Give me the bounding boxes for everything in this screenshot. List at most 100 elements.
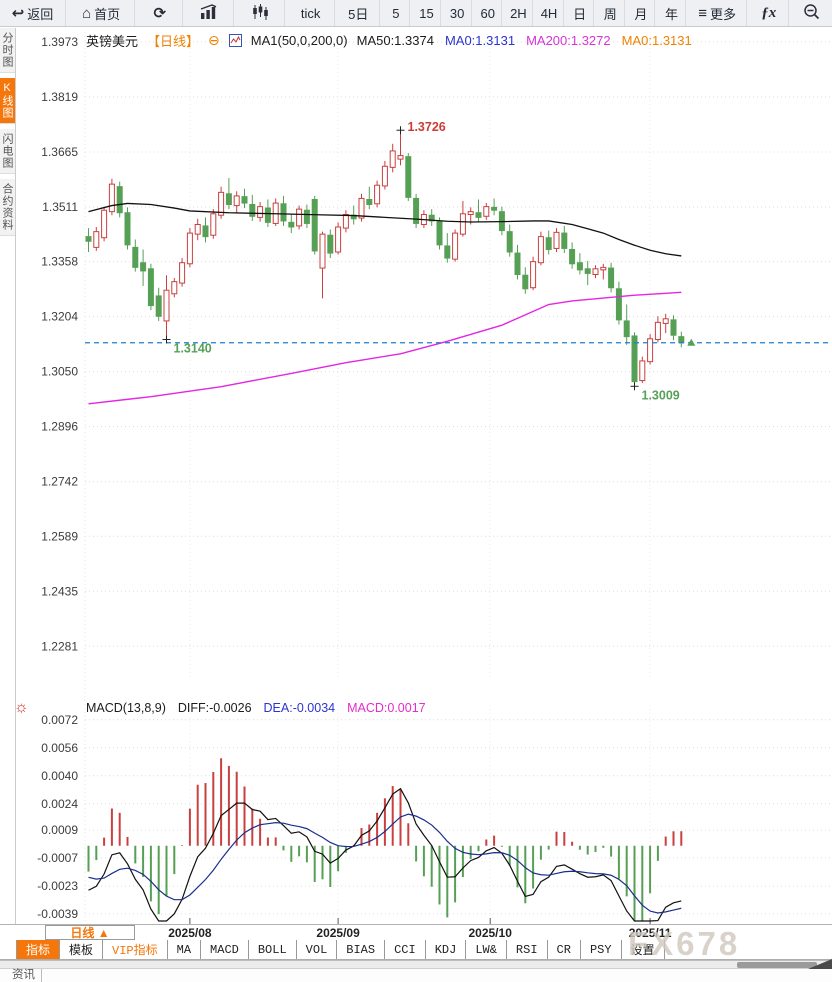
indicator-tab-CR[interactable]: CR — [548, 940, 581, 959]
x-axis-label-0: 2025/08 — [168, 926, 212, 940]
candlestick-button[interactable] — [237, 0, 285, 26]
timeframe-30[interactable]: 30 — [444, 0, 472, 26]
resize-corner-icon[interactable] — [808, 959, 832, 969]
candle — [615, 281, 622, 325]
candle — [186, 228, 193, 268]
news-tab[interactable]: 资讯 — [6, 969, 42, 982]
menu-icon: ≡ — [698, 4, 707, 22]
price-annotation: 1.3140 — [174, 342, 212, 356]
candlestick-icon — [252, 3, 269, 23]
svg-text:1.3204: 1.3204 — [41, 310, 78, 324]
candle — [335, 222, 342, 255]
indicator-tab-VOL[interactable]: VOL — [297, 940, 338, 959]
candle — [179, 258, 186, 287]
timeframe-day[interactable]: 日 — [566, 0, 595, 26]
timeframe-5day[interactable]: 5日 — [338, 0, 380, 26]
ma-value-3: MA0:1.3131 — [621, 33, 692, 48]
svg-text:1.2589: 1.2589 — [41, 529, 78, 543]
indicator-settings-icon[interactable]: ☼ — [14, 699, 29, 716]
sidebar-tab-1[interactable]: K线图 — [0, 78, 15, 124]
back-icon: ↩ — [11, 4, 25, 22]
x-axis-label-3: 2025/11 — [628, 926, 672, 940]
candle — [225, 178, 232, 210]
bar-chart-button[interactable] — [186, 0, 234, 26]
sidebar-tab-0[interactable]: 分时图 — [0, 28, 15, 73]
timeframe-2h[interactable]: 2H — [505, 0, 533, 26]
symbol-name: 英镑美元 — [86, 34, 139, 49]
timeframe-5[interactable]: 5 — [382, 0, 411, 26]
svg-text:0.0056: 0.0056 — [41, 741, 78, 755]
candle — [202, 217, 209, 243]
candle — [155, 287, 162, 321]
indicator-tab-LW&[interactable]: LW& — [466, 940, 507, 959]
timeframe-week[interactable]: 周 — [597, 0, 625, 26]
last-price-marker — [687, 338, 696, 346]
indicator-tab-KDJ[interactable]: KDJ — [426, 940, 467, 959]
sidebar-tab-3[interactable]: 合约资料 — [0, 179, 15, 236]
candle — [670, 315, 677, 341]
candle — [272, 198, 279, 226]
candle — [296, 205, 303, 230]
candle — [662, 313, 669, 334]
indicator-tab-VIP指标[interactable]: VIP指标 — [103, 940, 168, 959]
indicator-tab-BIAS[interactable]: BIAS — [337, 940, 386, 959]
candle — [218, 186, 225, 219]
timeframe-year[interactable]: 年 — [658, 0, 686, 26]
candle — [452, 229, 459, 262]
indicator-tab-CCI[interactable]: CCI — [385, 940, 426, 959]
timeframe-60[interactable]: 60 — [474, 0, 503, 26]
x-axis-row: 日线 ▲ 2025/08 2025/09 2025/10 2025/11 — [0, 924, 832, 940]
sidebar-tab-2[interactable]: 闪电图 — [0, 129, 15, 174]
candle — [303, 204, 310, 229]
horizontal-scrollbar[interactable] — [0, 959, 832, 969]
candle — [553, 228, 560, 253]
candle — [631, 332, 638, 387]
zoom-out-icon — [803, 3, 821, 24]
ma-settings-label: MA1(50,0,200,0) — [250, 33, 348, 48]
candle — [498, 206, 505, 236]
candle — [654, 316, 661, 343]
indicator-tab-指标[interactable]: 指标 — [16, 940, 61, 959]
indicator-tab-MA[interactable]: MA — [168, 940, 202, 959]
candle — [397, 130, 404, 166]
top-toolbar: ↩ 返回 ⌂ 首页 ⟳ tick 5日 5 15 30 60 2H 4H 日周月年 ≡ 更多 ƒx — [0, 0, 832, 27]
candle — [85, 228, 92, 253]
x-axis-label-1: 2025/09 — [316, 926, 360, 940]
macd-values: DIFF:-0.0026 DEA:-0.0034 MACD:0.0017 — [178, 701, 426, 715]
candle — [319, 231, 326, 299]
timeframe-4h[interactable]: 4H — [536, 0, 564, 26]
more-button[interactable]: ≡ 更多 — [689, 0, 747, 26]
indicator-tab-PSY[interactable]: PSY — [581, 940, 622, 959]
scrollbar-thumb[interactable] — [737, 962, 817, 968]
fx-button[interactable]: ƒx — [749, 0, 790, 26]
candle — [132, 239, 139, 272]
home-button[interactable]: ⌂ 首页 — [69, 0, 135, 26]
indicator-tab-模板[interactable]: 模板 — [60, 940, 104, 959]
bar-chart-icon — [200, 3, 219, 23]
candle — [233, 191, 240, 213]
indicator-tab-BOLL[interactable]: BOLL — [249, 940, 297, 959]
svg-text:0.0024: 0.0024 — [41, 797, 78, 811]
timeframe-month[interactable]: 月 — [627, 0, 656, 26]
back-button[interactable]: ↩ 返回 — [0, 0, 66, 26]
candlestick-macd-chart[interactable]: 1.3973 1.3819 1.3665 1.3511 1.3358 1.3204 1.30… — [0, 28, 832, 924]
indicator-tab-设置[interactable]: 设置 — [622, 940, 665, 959]
candle — [647, 334, 654, 365]
svg-text:1.3665: 1.3665 — [41, 145, 78, 159]
candle — [584, 260, 591, 286]
refresh-button[interactable]: ⟳ — [137, 0, 184, 26]
candle — [101, 206, 108, 242]
timeframe-tick[interactable]: tick — [287, 0, 336, 26]
timeframe-15[interactable]: 15 — [413, 0, 441, 26]
indicator-tab-RSI[interactable]: RSI — [507, 940, 548, 959]
zoom-out-button[interactable] — [792, 0, 832, 26]
candle — [537, 231, 544, 266]
dea-line — [88, 813, 682, 914]
period-dropdown-button[interactable]: 日线 ▲ — [45, 925, 135, 940]
indicator-tab-MACD[interactable]: MACD — [201, 940, 249, 959]
chart-area[interactable]: 1.3973 1.3819 1.3665 1.3511 1.3358 1.3204 1.30… — [0, 28, 832, 924]
candle — [639, 356, 646, 384]
collapse-icon[interactable]: ⊖ — [208, 32, 220, 48]
candle — [147, 263, 154, 311]
svg-text:-0.0039: -0.0039 — [37, 907, 78, 921]
